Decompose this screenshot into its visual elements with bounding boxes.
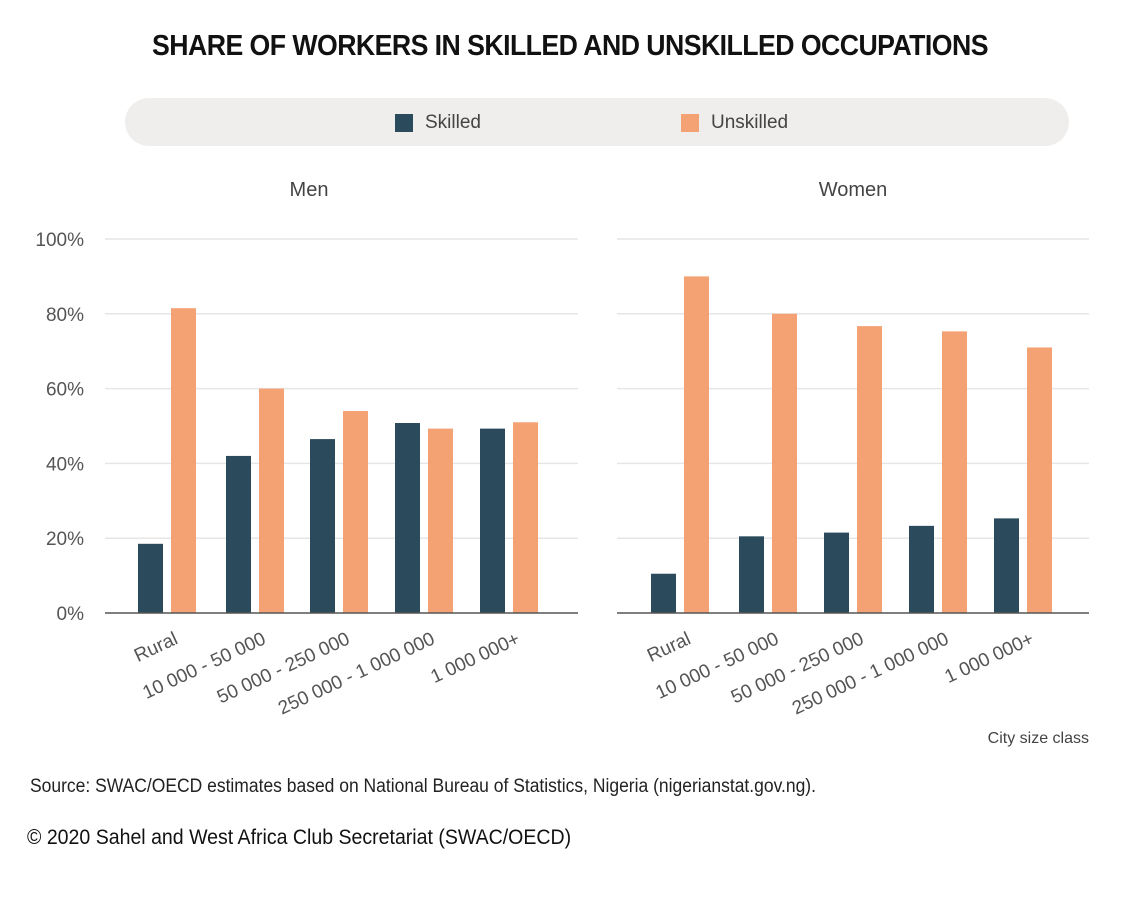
panel-title: Men (290, 179, 329, 201)
bar-unskilled (684, 276, 709, 613)
x-tick-label: 250 000 - 1 000 000 (789, 628, 952, 719)
x-tick-label: Rural (131, 628, 181, 666)
panel-title: Women (819, 179, 888, 201)
x-tick-label: 1 000 000+ (428, 628, 524, 687)
bar-skilled (824, 532, 849, 613)
y-tick-label: 60% (46, 380, 84, 401)
y-tick-label: 40% (46, 454, 84, 475)
legend-label-skilled: Skilled (425, 112, 481, 133)
legend-swatch-unskilled (681, 114, 699, 132)
bar-unskilled (942, 331, 967, 613)
x-axis-label: City size class (988, 730, 1089, 747)
x-tick-label: Rural (644, 628, 694, 666)
y-tick-label: 80% (46, 305, 84, 326)
legend-item-skilled: Skilled (395, 112, 481, 134)
bar-unskilled (428, 428, 453, 613)
bar-unskilled (857, 326, 882, 613)
bar-skilled (138, 543, 163, 613)
chart-title: SHARE OF WORKERS IN SKILLED AND UNSKILLE… (152, 30, 988, 62)
legend-label-unskilled: Unskilled (711, 112, 789, 133)
bar-skilled (909, 525, 934, 613)
legend: Skilled Unskilled (125, 98, 1069, 146)
source-note: Source: SWAC/OECD estimates based on Nat… (30, 776, 816, 797)
y-tick-label: 100% (35, 230, 84, 251)
x-tick-label: 1 000 000+ (942, 628, 1038, 687)
bar-unskilled (513, 422, 538, 613)
legend-swatch-skilled (395, 114, 413, 132)
bar-skilled (310, 439, 335, 613)
bar-skilled (739, 536, 764, 613)
bar-unskilled (259, 388, 284, 613)
bar-unskilled (171, 308, 196, 613)
bar-skilled (651, 573, 676, 613)
bar-skilled (226, 455, 251, 613)
copyright-note: © 2020 Sahel and West Africa Club Secret… (27, 826, 572, 849)
bar-skilled (395, 423, 420, 613)
bar-unskilled (1027, 347, 1052, 613)
y-tick-label: 0% (57, 604, 85, 625)
bar-unskilled (343, 411, 368, 613)
bar-skilled (994, 518, 1019, 613)
bar-skilled (480, 428, 505, 613)
legend-item-unskilled: Unskilled (681, 112, 788, 134)
y-tick-label: 20% (46, 529, 84, 550)
bar-unskilled (772, 313, 797, 613)
x-tick-label: 250 000 - 1 000 000 (275, 628, 438, 719)
